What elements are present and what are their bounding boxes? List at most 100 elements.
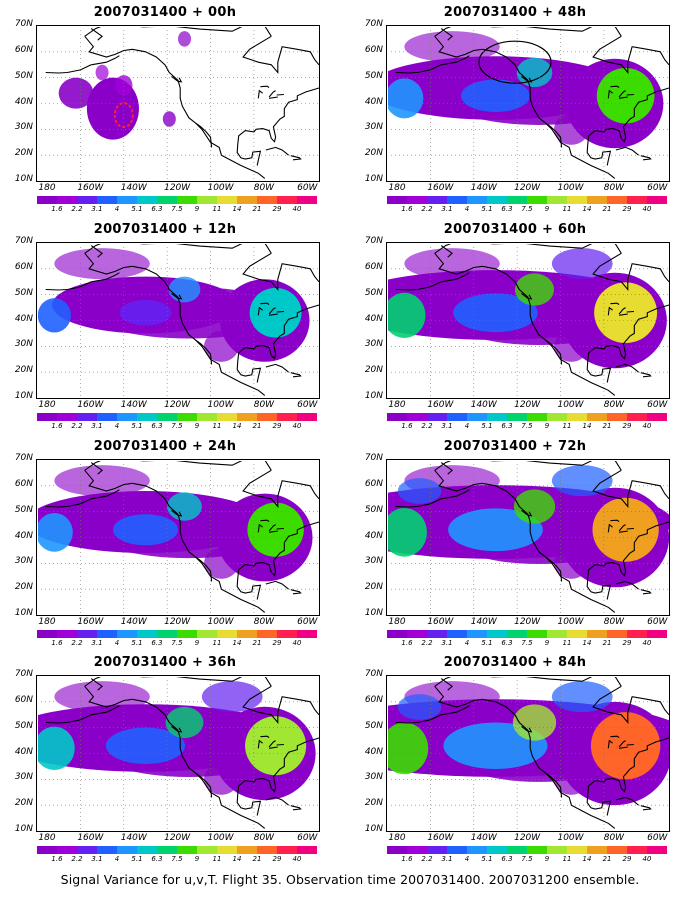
coastline bbox=[441, 55, 470, 66]
colorbar-swatch bbox=[177, 846, 197, 854]
coastline bbox=[269, 746, 278, 749]
variance-contour bbox=[551, 465, 613, 497]
coastline bbox=[242, 685, 320, 725]
panel-title: 2007031400 + 24h bbox=[93, 439, 237, 454]
latitude-label: 50N bbox=[14, 504, 33, 515]
signal-variance-map bbox=[386, 242, 670, 399]
variance-contour bbox=[54, 465, 150, 497]
colorbar-swatch bbox=[407, 846, 427, 854]
latitude-label: 50N bbox=[364, 70, 383, 81]
map-frame bbox=[386, 242, 670, 399]
colorbar-label: 3.1 bbox=[91, 855, 103, 863]
map-frame bbox=[386, 25, 670, 182]
map-panel: 2007031400 + 84h 70N 60N 50N 40N 30N 20N 10N 180… bbox=[355, 655, 675, 870]
colorbar-label: 6.3 bbox=[151, 205, 163, 213]
colorbar-label: 7.5 bbox=[521, 639, 533, 647]
colorbar-swatch bbox=[507, 630, 527, 638]
colorbar-swatch bbox=[97, 630, 117, 638]
colorbar-swatch bbox=[217, 196, 237, 204]
variance-contour bbox=[201, 681, 263, 713]
colorbar-label: 1.6 bbox=[51, 855, 63, 863]
colorbar-swatch bbox=[37, 413, 57, 421]
colorbar-label: 21 bbox=[602, 639, 612, 647]
coastline bbox=[586, 737, 670, 816]
colorbar-label: 4 bbox=[464, 422, 470, 430]
colorbar-swatch bbox=[427, 413, 447, 421]
colorbar-label: 29 bbox=[622, 205, 632, 213]
coastline bbox=[236, 521, 320, 600]
longitude-label: 60W bbox=[297, 617, 318, 627]
colorbar-swatch bbox=[507, 196, 527, 204]
variance-contour bbox=[165, 706, 204, 739]
latitude-label: 20N bbox=[14, 582, 33, 593]
colorbar-label: 21 bbox=[602, 422, 612, 430]
colorbar-swatch bbox=[447, 196, 467, 204]
colorbar-label: 7.5 bbox=[171, 422, 183, 430]
colorbar-swatch bbox=[277, 196, 297, 204]
longitude-label: 100W bbox=[557, 833, 584, 843]
map-panel: 2007031400 + 60h 70N 60N 50N 40N 30N 20N 10N 180… bbox=[355, 222, 675, 437]
colorbar-swatch bbox=[427, 846, 447, 854]
colorbar-swatch bbox=[197, 630, 217, 638]
coastline bbox=[586, 87, 670, 166]
colorbar-swatch bbox=[277, 846, 297, 854]
coastline bbox=[640, 155, 652, 161]
coastline bbox=[257, 89, 263, 99]
colorbar-label: 9 bbox=[194, 422, 200, 430]
coastline bbox=[290, 155, 302, 161]
coastline bbox=[640, 805, 652, 811]
coastline bbox=[521, 292, 533, 300]
colorbar-swatch bbox=[547, 846, 567, 854]
longitude-label: 180 bbox=[388, 617, 406, 627]
variance-contour bbox=[460, 79, 530, 113]
colorbar-swatch bbox=[567, 630, 587, 638]
variance-contour bbox=[514, 273, 555, 306]
latitude-label: 30N bbox=[14, 339, 33, 350]
coastline bbox=[521, 509, 533, 517]
colorbar-swatch bbox=[257, 630, 277, 638]
latitude-label: 10N bbox=[14, 391, 33, 401]
colorbar-swatch bbox=[257, 413, 277, 421]
variance-contour bbox=[115, 75, 133, 96]
colorbar-label: 2.2 bbox=[71, 639, 83, 647]
colorbar-label: 3.1 bbox=[91, 205, 103, 213]
latitude-label: 50N bbox=[364, 720, 383, 731]
colorbar-swatch bbox=[387, 630, 407, 638]
variance-contour bbox=[388, 722, 429, 775]
coastline bbox=[607, 523, 613, 533]
latitude-label: 40N bbox=[14, 96, 33, 107]
colorbar-label: 4 bbox=[114, 639, 120, 647]
signal-variance-map bbox=[36, 675, 320, 832]
variance-contour bbox=[247, 502, 304, 557]
colorbar-swatch bbox=[77, 630, 97, 638]
colorbar-label: 40 bbox=[642, 205, 652, 213]
coastline bbox=[84, 252, 266, 396]
coastline bbox=[276, 93, 284, 96]
coastline bbox=[265, 796, 289, 806]
coastline bbox=[618, 740, 626, 748]
variance-contour bbox=[404, 31, 500, 63]
colorbar-label: 2.2 bbox=[71, 855, 83, 863]
longitude-label: 180 bbox=[38, 617, 56, 627]
colorbar-label: 29 bbox=[272, 422, 282, 430]
map-frame bbox=[36, 25, 320, 182]
colorbar-label: 6.3 bbox=[501, 205, 513, 213]
colorbar-swatch bbox=[137, 413, 157, 421]
colorbar-label: 1.6 bbox=[51, 422, 63, 430]
coastline bbox=[545, 122, 563, 148]
coastline bbox=[440, 678, 453, 691]
colorbar-swatch bbox=[197, 846, 217, 854]
variance-contour bbox=[397, 478, 442, 504]
colorbar-label: 3.1 bbox=[441, 205, 453, 213]
colorbar-label: 6.3 bbox=[151, 855, 163, 863]
coastline bbox=[268, 524, 276, 532]
longitude-label: 80W bbox=[253, 617, 275, 627]
colorbar-label: 7.5 bbox=[171, 205, 183, 213]
longitude-label: 140W bbox=[470, 183, 497, 193]
colorbar-swatch bbox=[487, 196, 507, 204]
coastline bbox=[592, 35, 670, 75]
colorbar-swatch bbox=[217, 413, 237, 421]
latitude-label: 60N bbox=[364, 694, 383, 705]
variance-contour bbox=[119, 299, 172, 326]
panel-title: 2007031400 + 84h bbox=[443, 655, 587, 670]
